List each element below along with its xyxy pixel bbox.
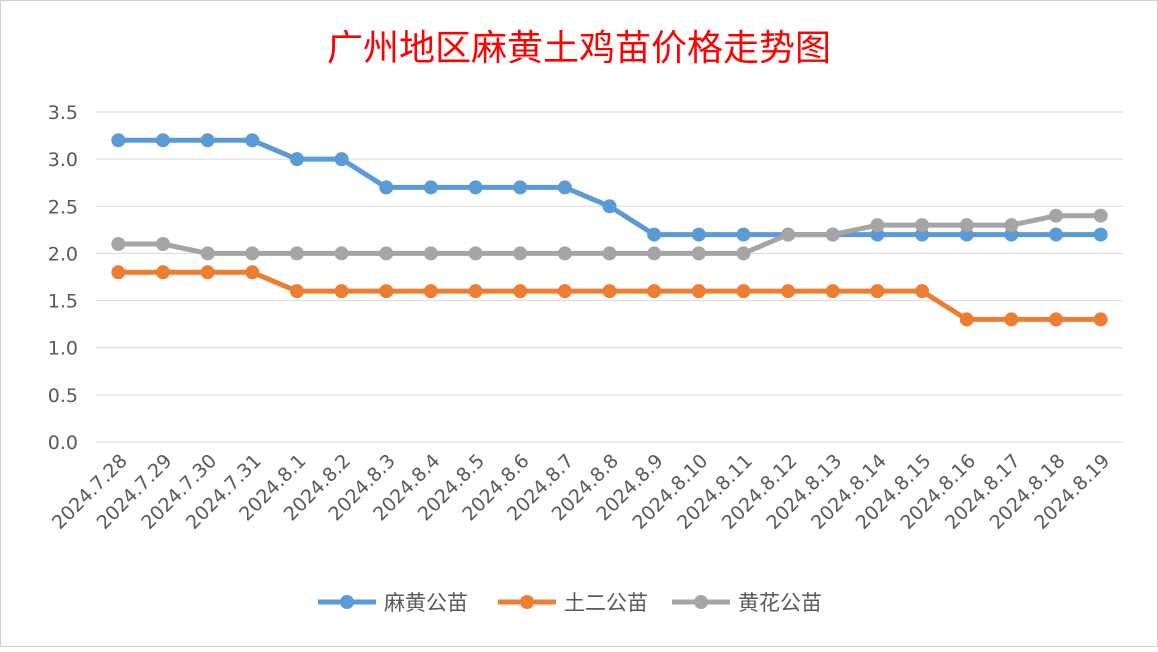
data-point [200,133,215,148]
data-point [423,180,438,195]
legend-swatch-marker [694,595,708,609]
data-point [557,246,572,261]
data-point [334,284,349,299]
data-point [1093,208,1108,223]
data-point [513,180,528,195]
y-tick-label: 3.0 [48,149,78,171]
data-point [736,284,751,299]
data-point [513,284,528,299]
legend-item: 土二公苗 [498,591,648,615]
data-point [781,284,796,299]
data-point [155,265,170,280]
legend-label: 麻黄公苗 [384,591,468,615]
y-tick-label: 1.0 [48,338,78,360]
chart-title: 广州地区麻黄土鸡苗价格走势图 [327,28,831,69]
data-point [691,284,706,299]
data-point [289,284,304,299]
y-tick-label: 2.5 [48,196,78,218]
data-point [736,227,751,242]
data-point [334,246,349,261]
data-point [468,180,483,195]
data-point [959,312,974,327]
data-point [289,152,304,167]
data-point [557,284,572,299]
y-tick-label: 3.5 [48,102,78,124]
data-point [1004,218,1019,233]
data-point [1049,227,1064,242]
data-point [379,246,394,261]
data-point [959,218,974,233]
data-point [468,284,483,299]
data-point [736,246,751,261]
data-point [379,284,394,299]
y-axis-ticks: 0.0 0.5 1.0 1.5 2.0 2.5 3.0 3.5 [48,102,78,454]
legend-swatch-marker [520,595,534,609]
data-point [825,227,840,242]
legend-item: 黄花公苗 [672,591,822,615]
legend: 麻黄公苗 土二公苗 黄花公苗 [318,591,822,615]
data-point [155,133,170,148]
data-point [557,180,572,195]
data-point [602,284,617,299]
legend-label: 土二公苗 [564,591,648,615]
data-point [1049,312,1064,327]
y-tick-label: 0.5 [48,385,78,407]
series-2 [111,265,1108,327]
legend-swatch-marker [340,595,354,609]
y-tick-label: 2.0 [48,243,78,265]
data-point [870,284,885,299]
data-point [1093,227,1108,242]
data-point [915,284,930,299]
data-point [691,227,706,242]
data-point [602,246,617,261]
data-point [602,199,617,214]
data-point [1093,312,1108,327]
data-point [423,284,438,299]
data-point [200,246,215,261]
data-point [513,246,528,261]
data-point [423,246,438,261]
y-tick-label: 0.0 [48,432,78,454]
data-point [289,246,304,261]
data-point [825,284,840,299]
data-point [915,218,930,233]
data-point [245,246,260,261]
data-point [781,227,796,242]
data-point [647,227,662,242]
data-point [111,237,126,251]
data-point [200,265,215,280]
series-group [111,133,1108,327]
data-point [1004,312,1019,327]
legend-item: 麻黄公苗 [318,591,468,615]
data-point [468,246,483,261]
y-tick-label: 1.5 [48,291,78,313]
data-point [379,180,394,195]
data-point [111,265,126,280]
series-3 [111,208,1108,261]
data-point [245,265,260,280]
data-point [870,218,885,233]
data-point [1049,208,1064,223]
data-point [647,246,662,261]
data-point [111,133,126,148]
data-point [155,237,170,251]
data-point [334,152,349,167]
data-point [647,284,662,299]
data-point [691,246,706,261]
data-point [245,133,260,148]
legend-label: 黄花公苗 [738,591,822,615]
